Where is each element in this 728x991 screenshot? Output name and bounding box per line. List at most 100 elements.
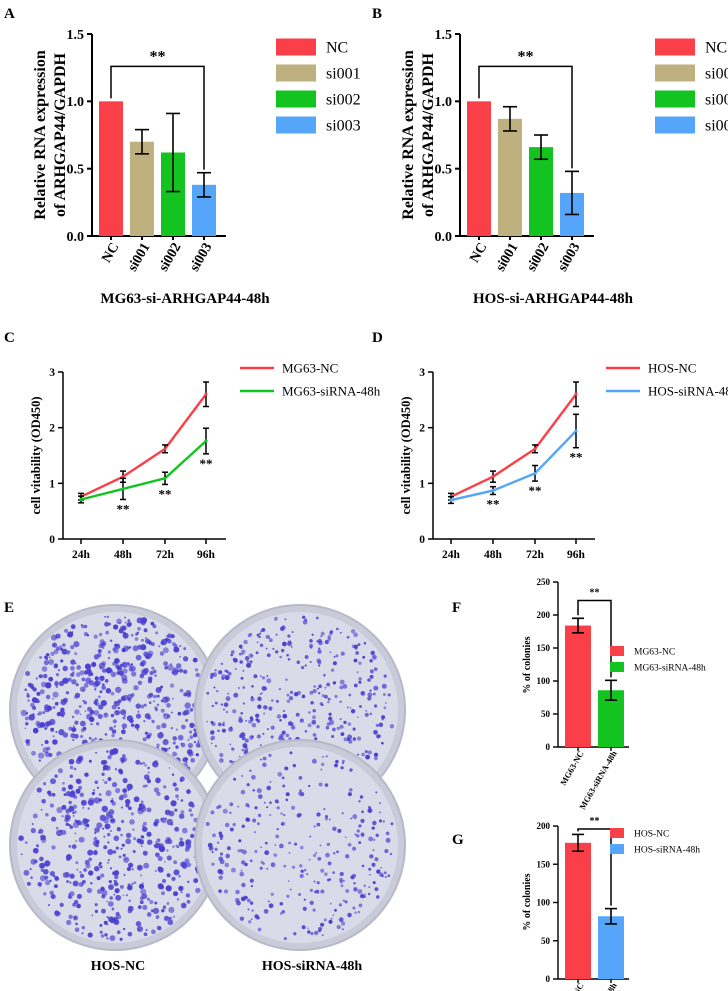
colony: [222, 708, 226, 711]
colony: [149, 670, 154, 676]
colony: [239, 916, 245, 921]
colony: [355, 651, 359, 655]
colony: [272, 647, 275, 650]
colony: [229, 827, 234, 832]
colony: [213, 686, 216, 689]
colony: [190, 834, 195, 838]
x-tick-label: HOS-NC: [561, 981, 586, 991]
colony: [31, 750, 36, 756]
colony: [282, 641, 287, 647]
colony: [219, 758, 224, 763]
colony: [320, 889, 325, 894]
colony: [172, 915, 176, 918]
colony: [221, 723, 225, 727]
colony: [342, 759, 345, 763]
colony: [206, 720, 209, 723]
colony: [110, 818, 115, 823]
colony: [266, 728, 269, 731]
colony: [63, 793, 67, 797]
colony: [174, 826, 180, 832]
colony: [308, 858, 311, 861]
colony: [26, 881, 31, 886]
colony: [130, 663, 134, 666]
colony: [100, 699, 107, 707]
colony: [164, 817, 167, 820]
colony: [246, 783, 250, 787]
colony: [130, 723, 135, 727]
colony: [122, 927, 126, 931]
x-tick-label: NC: [467, 241, 490, 266]
colony: [354, 833, 357, 836]
colony: [129, 700, 131, 703]
colony: [163, 661, 168, 666]
colony: [327, 878, 330, 882]
colony: [172, 736, 177, 741]
colony: [263, 909, 269, 914]
colony: [240, 647, 243, 650]
colony: [77, 755, 84, 761]
colony: [225, 696, 231, 702]
colony: [297, 812, 302, 817]
colony: [367, 808, 373, 814]
colony: [381, 715, 386, 720]
colony: [257, 794, 263, 799]
colony: [268, 903, 274, 909]
legend-label: MG63-siRNA-48h: [634, 663, 706, 673]
colony: [18, 835, 24, 841]
colony: [76, 868, 79, 871]
colony: [149, 899, 154, 905]
colony: [193, 728, 197, 732]
colony: [86, 887, 93, 894]
colony: [194, 668, 199, 672]
colony: [379, 802, 381, 804]
colony: [86, 819, 90, 822]
colony: [249, 633, 252, 636]
colony: [275, 633, 278, 636]
colony: [254, 831, 257, 834]
colony: [250, 918, 253, 921]
y-tick-label: 1.0: [435, 95, 453, 110]
colony: [53, 884, 58, 889]
colony: [73, 810, 77, 814]
colony: [230, 653, 234, 657]
colony: [190, 813, 194, 817]
colony: [68, 845, 72, 848]
colony: [75, 672, 81, 677]
colony: [251, 722, 257, 728]
colony: [212, 672, 218, 678]
colony: [238, 755, 241, 758]
legend-label: MG63-siRNA-48h: [282, 384, 381, 399]
colony: [269, 801, 272, 805]
colony: [98, 793, 102, 796]
colony: [127, 619, 131, 623]
colony: [349, 706, 352, 709]
colony: [42, 868, 49, 875]
colony: [139, 900, 144, 905]
colony: [150, 621, 155, 626]
colony: [156, 917, 158, 919]
dish-label: HOS-NC: [91, 959, 145, 974]
x-tick-label: 48h: [114, 549, 133, 561]
colony: [383, 674, 387, 678]
colony: [259, 675, 262, 678]
colony: [153, 844, 158, 848]
colony: [186, 692, 192, 698]
colony: [106, 916, 109, 919]
colony: [122, 645, 130, 652]
colony: [43, 660, 49, 666]
colony: [298, 776, 303, 780]
colony: [95, 702, 100, 707]
colony: [270, 735, 274, 739]
colony: [385, 831, 390, 836]
x-tick-label: si001: [493, 241, 521, 275]
colony: [339, 631, 342, 634]
colony: [48, 676, 54, 682]
colony: [129, 665, 136, 672]
legend-label: HOS-NC: [648, 361, 696, 376]
colony: [51, 642, 58, 648]
colony: [341, 761, 345, 765]
colony: [361, 810, 365, 814]
colony: [328, 716, 333, 721]
colony: [369, 674, 374, 679]
colony: [266, 675, 269, 677]
